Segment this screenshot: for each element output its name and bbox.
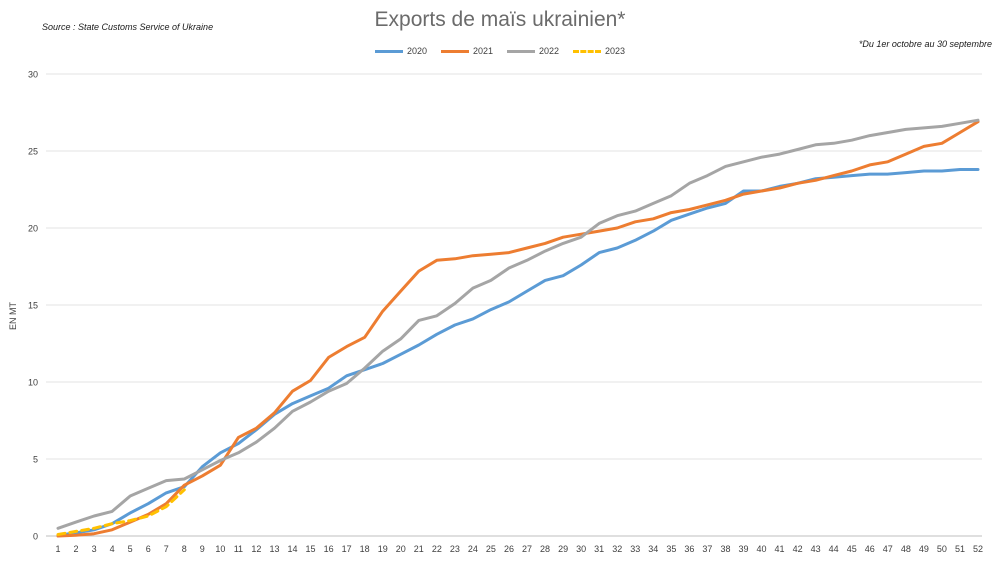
x-tick-label: 9	[200, 544, 205, 554]
x-tick-label: 7	[164, 544, 169, 554]
x-tick-label: 34	[648, 544, 658, 554]
x-tick-label: 1	[55, 544, 60, 554]
x-tick-label: 16	[324, 544, 334, 554]
y-tick-label: 25	[28, 147, 38, 157]
x-tick-label: 3	[92, 544, 97, 554]
x-tick-label: 12	[251, 544, 261, 554]
x-tick-label: 30	[576, 544, 586, 554]
x-tick-label: 36	[684, 544, 694, 554]
x-tick-label: 50	[937, 544, 947, 554]
x-tick-label: 28	[540, 544, 550, 554]
legend-item-2020: 2020	[374, 46, 427, 56]
y-tick-label: 20	[28, 224, 38, 234]
x-tick-label: 40	[757, 544, 767, 554]
x-tick-label: 42	[793, 544, 803, 554]
x-tick-label: 52	[973, 544, 983, 554]
y-tick-label: 0	[33, 532, 38, 542]
source-note: Source : State Customs Service of Ukrain…	[42, 22, 214, 32]
x-tick-label: 11	[234, 544, 243, 554]
x-tick-label: 27	[522, 544, 532, 554]
x-tick-label: 38	[720, 544, 730, 554]
x-tick-label: 45	[847, 544, 857, 554]
series-line-2023	[56, 488, 186, 536]
y-tick-label: 15	[28, 301, 38, 311]
legend-item-2021: 2021	[440, 46, 493, 56]
legend-label-2021: 2021	[472, 46, 493, 56]
x-tick-label: 37	[702, 544, 712, 554]
y-tick-label: 30	[28, 70, 38, 80]
legend-label-2020: 2020	[406, 46, 427, 56]
x-tick-label: 13	[269, 544, 279, 554]
y-tick-label: 5	[33, 455, 38, 465]
legend-swatch-2021	[440, 49, 469, 53]
x-tick-label: 48	[901, 544, 911, 554]
x-tick-label: 49	[919, 544, 929, 554]
x-tick-label: 25	[486, 544, 496, 554]
x-tick-label: 29	[558, 544, 568, 554]
legend-swatch-2020	[374, 49, 403, 53]
legend-label-2022: 2022	[539, 46, 560, 56]
x-tick-label: 10	[215, 544, 225, 554]
x-tick-label: 19	[378, 544, 388, 554]
x-tick-label: 18	[360, 544, 370, 554]
x-tick-label: 24	[468, 544, 478, 554]
legend-swatch-2022	[507, 49, 535, 53]
series-line-2021	[56, 120, 980, 538]
x-tick-label: 21	[414, 544, 424, 554]
gridlines	[46, 73, 982, 537]
x-tick-label: 6	[146, 544, 151, 554]
chart-title: Exports de maïs ukrainien*	[374, 8, 626, 31]
x-tick-label: 8	[182, 544, 187, 554]
x-tick-label: 41	[775, 544, 785, 554]
x-tick-label: 22	[432, 544, 442, 554]
x-tick-label: 20	[396, 544, 406, 554]
x-tick-label: 14	[288, 544, 298, 554]
legend-item-2022: 2022	[507, 46, 559, 56]
legend: 2020 2021 2022 2023	[0, 46, 1000, 56]
series-lines	[56, 118, 980, 538]
x-tick-label: 39	[738, 544, 748, 554]
y-tick-label: 10	[28, 378, 38, 388]
x-tick-label: 4	[110, 544, 115, 554]
x-tick-label: 15	[306, 544, 316, 554]
x-tick-label: 17	[342, 544, 352, 554]
x-tick-label: 47	[883, 544, 893, 554]
x-tick-label: 33	[630, 544, 640, 554]
x-tick-label: 46	[865, 544, 875, 554]
legend-swatch-2023	[573, 49, 602, 53]
x-tick-label: 44	[829, 544, 839, 554]
x-tick-label: 2	[74, 544, 79, 554]
x-tick-label: 35	[666, 544, 676, 554]
x-tick-label: 51	[955, 544, 965, 554]
legend-label-2023: 2023	[605, 46, 626, 56]
y-axis-label: EN MT	[8, 302, 18, 330]
x-tick-label: 43	[811, 544, 821, 554]
x-tick-label: 31	[594, 544, 604, 554]
period-note: *Du 1er octobre au 30 septembre	[858, 39, 992, 49]
x-tick-label: 26	[504, 544, 514, 554]
x-tick-label: 32	[612, 544, 622, 554]
x-tick-label: 5	[128, 544, 133, 554]
x-tick-label: 23	[450, 544, 460, 554]
series-line-2022	[56, 118, 980, 530]
legend-item-2023: 2023	[573, 46, 625, 56]
